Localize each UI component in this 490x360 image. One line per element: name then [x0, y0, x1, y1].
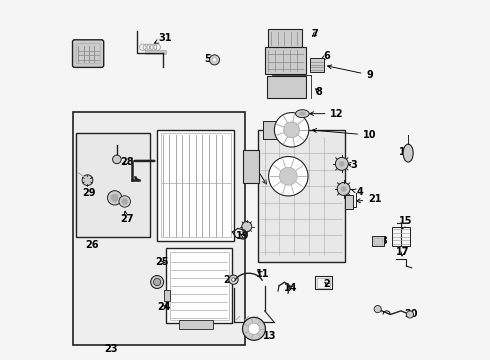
Bar [157, 130, 234, 241]
Circle shape [82, 175, 93, 185]
Circle shape [269, 157, 308, 196]
FancyBboxPatch shape [73, 40, 104, 67]
Circle shape [107, 191, 122, 205]
Circle shape [335, 157, 348, 170]
Circle shape [279, 167, 297, 185]
Text: 20: 20 [404, 310, 418, 319]
Text: 5: 5 [205, 54, 214, 64]
Circle shape [122, 199, 127, 204]
Text: 24: 24 [157, 302, 171, 312]
Bar [164, 289, 170, 301]
Ellipse shape [299, 112, 305, 116]
Text: 6: 6 [321, 51, 330, 61]
Bar [166, 248, 232, 323]
Text: 7: 7 [312, 29, 318, 39]
FancyBboxPatch shape [258, 130, 345, 262]
Circle shape [232, 278, 235, 282]
Text: 9: 9 [328, 65, 373, 80]
Circle shape [339, 161, 344, 166]
Text: 29: 29 [82, 188, 96, 198]
Circle shape [113, 155, 121, 164]
Bar [243, 150, 259, 183]
Circle shape [406, 311, 414, 318]
Text: 3: 3 [244, 225, 250, 234]
Bar [392, 226, 410, 246]
Bar [374, 238, 382, 244]
Text: 18: 18 [374, 236, 388, 246]
Bar [315, 276, 332, 289]
Text: 4: 4 [351, 187, 363, 197]
Bar [263, 121, 277, 139]
Bar [145, 50, 166, 54]
Text: 2: 2 [323, 279, 330, 289]
Circle shape [374, 306, 381, 313]
Ellipse shape [295, 110, 309, 118]
Circle shape [341, 186, 346, 192]
Bar [76, 134, 150, 237]
Text: 17: 17 [396, 247, 410, 257]
Text: 19: 19 [236, 231, 249, 240]
Text: 3: 3 [347, 159, 357, 170]
Bar [161, 134, 231, 237]
Circle shape [242, 222, 252, 231]
Ellipse shape [403, 144, 413, 162]
Bar [170, 252, 229, 320]
Text: 22: 22 [223, 275, 237, 285]
Circle shape [119, 196, 130, 207]
Text: 8: 8 [315, 87, 322, 97]
Text: 13: 13 [257, 330, 276, 341]
Text: 31: 31 [154, 33, 172, 43]
Bar [73, 112, 245, 345]
Circle shape [284, 122, 299, 138]
Circle shape [212, 58, 217, 62]
Bar [372, 236, 384, 246]
Text: 16: 16 [399, 147, 413, 157]
Bar [265, 47, 306, 74]
Text: 10: 10 [313, 129, 376, 140]
Bar [267, 76, 306, 98]
Text: 30: 30 [90, 54, 103, 64]
Circle shape [337, 183, 350, 195]
Text: 26: 26 [85, 239, 98, 249]
Text: 21: 21 [356, 194, 382, 204]
Bar [345, 195, 353, 210]
Circle shape [153, 278, 161, 285]
Text: 28: 28 [120, 157, 133, 167]
Bar [179, 320, 213, 329]
Circle shape [274, 113, 309, 147]
Text: 12: 12 [310, 109, 344, 119]
Bar [269, 29, 302, 46]
Circle shape [210, 55, 220, 65]
Text: 1: 1 [248, 155, 266, 184]
Text: 11: 11 [255, 269, 269, 279]
Circle shape [151, 275, 164, 288]
Circle shape [243, 318, 266, 340]
Circle shape [229, 275, 238, 284]
Text: 23: 23 [104, 343, 117, 354]
Circle shape [248, 323, 260, 334]
Text: 14: 14 [284, 283, 297, 293]
Bar [317, 278, 330, 288]
Bar [310, 58, 324, 72]
Text: 27: 27 [120, 211, 133, 224]
Text: 15: 15 [399, 216, 413, 229]
Circle shape [111, 194, 118, 202]
Text: 25: 25 [155, 257, 169, 267]
